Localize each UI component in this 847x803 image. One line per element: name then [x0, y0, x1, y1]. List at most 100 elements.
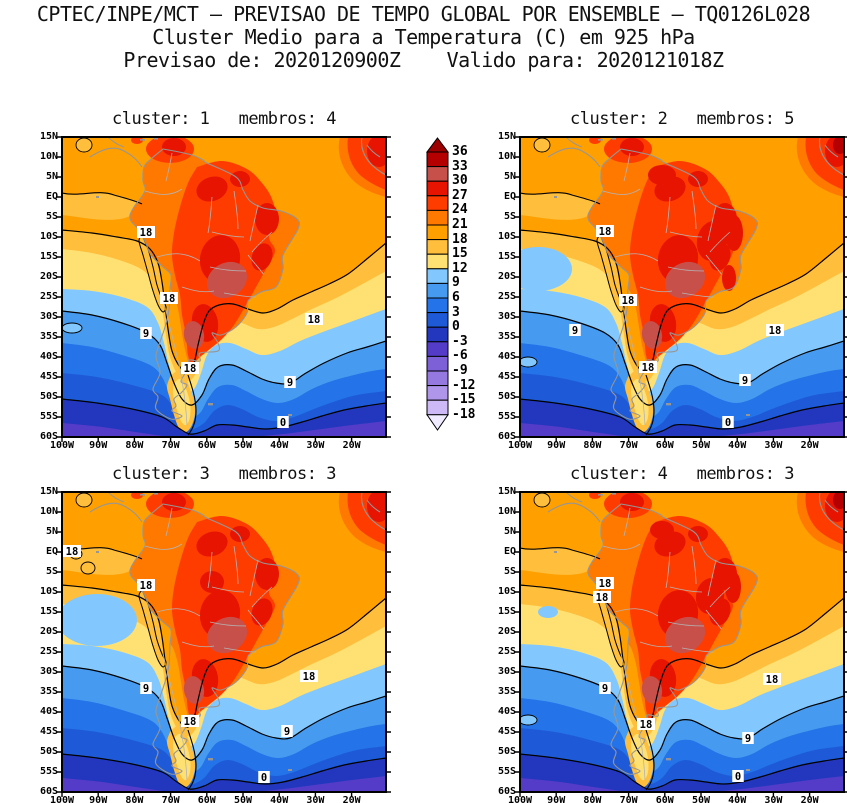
lon-tick-label: 60W	[655, 795, 674, 803]
lat-tick-label: 5N	[503, 171, 516, 182]
lat-tick-label: 15N	[39, 486, 58, 497]
lat-tick-label: 10S	[39, 586, 58, 597]
temperature-field	[62, 137, 386, 437]
page-title-line1: CPTEC/INPE/MCT — PREVISAO DE TEMPO GLOBA…	[36, 2, 811, 26]
colorbar-tick-label: 18	[452, 231, 468, 247]
lat-tick-label: 50S	[497, 746, 516, 757]
colorbar-scale	[426, 137, 449, 431]
lon-tick-label: 20W	[800, 795, 819, 803]
contour-label: 18	[639, 361, 657, 374]
lat-tick-label: 10N	[39, 151, 58, 162]
contour-label: 18	[305, 313, 323, 326]
colorbar-tick-label: 9	[452, 275, 460, 291]
lon-tick-label: 80W	[583, 440, 602, 451]
lat-tick-label: 45S	[497, 726, 516, 737]
lat-tick-label: 20S	[39, 626, 58, 637]
lat-tick-label: EQ	[45, 546, 58, 557]
contour-label: 9	[569, 324, 581, 337]
lon-tick-label: 50W	[233, 440, 253, 451]
colorbar-tick-label: -12	[452, 377, 476, 393]
lat-tick-label: 15N	[497, 486, 516, 497]
page-title-line2: Cluster Medio para a Temperatura (C) em …	[152, 25, 695, 49]
axis-ticks	[57, 136, 391, 442]
colorbar-tick-label: -9	[452, 363, 468, 378]
colorbar-tick-label: 12	[452, 260, 468, 276]
lat-tick-label: 25S	[497, 646, 516, 657]
lat-tick-label: 20S	[39, 271, 58, 282]
lat-tick-label: 50S	[39, 391, 58, 402]
lat-tick-label: 50S	[39, 746, 58, 757]
svg-text:18: 18	[184, 716, 197, 728]
lat-tick-label: EQ	[503, 191, 516, 202]
colorbar-tick-label: 0	[452, 319, 460, 335]
lat-tick-label: 55S	[39, 411, 58, 422]
lon-tick-label: 70W	[619, 440, 638, 451]
lat-tick-label: 5N	[45, 171, 58, 182]
lat-tick-label: 10S	[497, 586, 516, 597]
lon-tick-label: 20W	[342, 440, 361, 451]
map-panel-cluster-4: 18 18 18 18 9 9 0	[515, 491, 847, 797]
lat-tick-label: 30S	[39, 666, 58, 677]
lat-tick-label: 45S	[39, 371, 58, 382]
svg-text:18: 18	[640, 719, 653, 731]
lon-tick-label: 90W	[89, 440, 108, 451]
lon-tick-label: 50W	[691, 795, 711, 803]
svg-text:18: 18	[766, 674, 779, 686]
lon-tick-label: 100W	[49, 795, 75, 803]
lon-tick-label: 30W	[764, 795, 783, 803]
lon-tick-label: 80W	[125, 440, 144, 451]
svg-text:9: 9	[745, 733, 751, 745]
svg-text:18: 18	[599, 578, 612, 590]
lat-tick-label: 60S	[497, 786, 516, 797]
map-frame	[61, 136, 387, 438]
lat-tick-label: 35S	[39, 331, 58, 342]
lon-tick-label: 80W	[125, 795, 144, 803]
contour-label: 9	[284, 376, 296, 389]
colorbar-tick-label: -3	[452, 333, 468, 349]
contour-label: 18	[137, 579, 155, 592]
panel-title-cluster-2: cluster: 2 membros: 5	[570, 109, 794, 129]
svg-text:9: 9	[287, 377, 293, 389]
contour-label: 18	[137, 226, 155, 239]
lon-tick-label: 60W	[197, 440, 216, 451]
lon-tick-label: 60W	[655, 440, 674, 451]
contour-label: 18	[160, 292, 178, 305]
map-panel-cluster-1: 18 18 18 18 9 9 0	[57, 136, 391, 442]
lat-tick-label: 15S	[497, 606, 516, 617]
colorbar-tick-label: 36	[452, 144, 468, 159]
lat-tick-label: 5N	[503, 526, 516, 537]
lat-tick-label: 45S	[39, 726, 58, 737]
lat-tick-label: 15N	[39, 131, 58, 142]
lat-tick-label: 10N	[497, 151, 516, 162]
lat-tick-label: 30S	[497, 666, 516, 677]
contour-label: 18	[619, 294, 637, 307]
svg-text:9: 9	[742, 375, 748, 387]
lat-tick-label: 35S	[39, 686, 58, 697]
lat-tick-label: 10N	[497, 506, 516, 517]
lat-tick-label: 20S	[497, 271, 516, 282]
contour-label: 0	[732, 770, 744, 783]
contour-label: 18	[593, 591, 611, 604]
lat-tick-label: 5S	[503, 211, 516, 222]
map-frame	[519, 136, 845, 438]
svg-text:0: 0	[735, 771, 741, 783]
svg-text:18: 18	[163, 293, 176, 305]
lat-tick-label: 10N	[39, 506, 58, 517]
contour-label: 0	[258, 771, 270, 784]
colorbar-tick-label: 3	[452, 304, 460, 320]
lon-tick-label: 30W	[306, 795, 325, 803]
map-panel-cluster-3: 18 18 18 18 9 9 0	[57, 491, 391, 797]
lat-tick-label: 55S	[497, 411, 516, 422]
panel-title-cluster-3: cluster: 3 membros: 3	[112, 464, 336, 484]
contour-label: 0	[722, 416, 734, 429]
lat-tick-label: 10S	[497, 231, 516, 242]
lat-tick-label: 15S	[39, 251, 58, 262]
lon-tick-label: 100W	[507, 440, 533, 451]
svg-text:18: 18	[66, 546, 79, 558]
svg-text:0: 0	[725, 417, 731, 429]
lat-tick-label: 40S	[39, 351, 58, 362]
colorbar-tick-label: 24	[452, 202, 468, 218]
contour-label: 9	[281, 725, 293, 738]
contour-label: 9	[140, 327, 152, 340]
svg-text:18: 18	[769, 325, 782, 337]
